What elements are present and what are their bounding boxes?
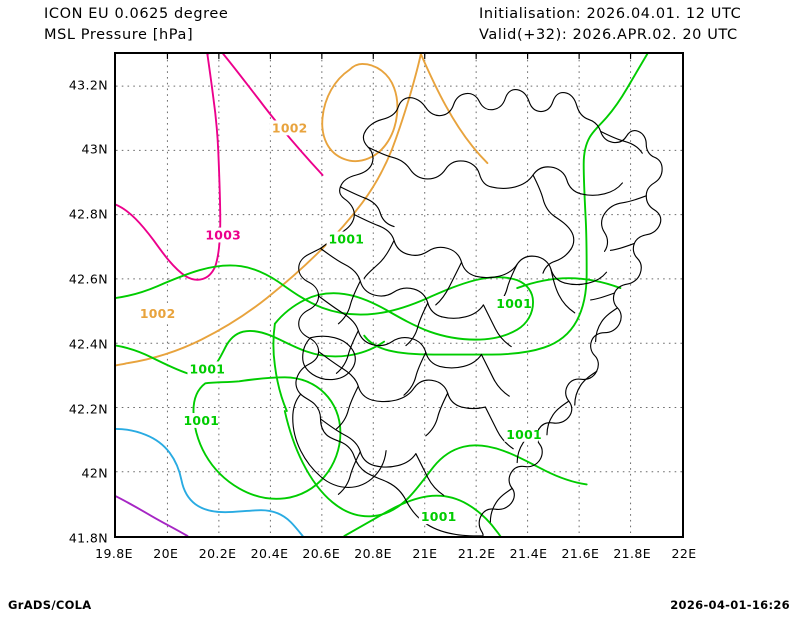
municipality-boundary-mid13	[480, 353, 510, 397]
municipality-boundary-sw-enclave	[302, 335, 356, 381]
municipality-boundary-w1	[339, 186, 381, 214]
municipality-boundary-ne1	[532, 174, 556, 218]
contour-label-1001-southeast: 1001	[506, 427, 542, 442]
contour-label-1003-west: 1003	[205, 227, 241, 242]
contour-map-plot: 1002 1003 1002 1001 1001 1001 1001 1001 …	[114, 52, 684, 538]
pressure-contours	[116, 54, 649, 536]
municipality-boundary-mid18	[574, 370, 598, 406]
contour-label-1001-south: 1001	[421, 509, 457, 524]
contour-1001-green-spur	[516, 277, 622, 289]
municipality-boundary-mid12	[415, 453, 445, 496]
y-tick-43N: 43N	[81, 141, 108, 157]
contour-label-1002-north: 1002	[272, 120, 308, 135]
contour-label-1001-west-lower: 1001	[184, 413, 220, 428]
gridlines	[116, 54, 682, 536]
header-initialisation-label: Initialisation: 2026.04.01. 12 UTC	[479, 6, 742, 22]
x-tick-21.2E: 21.2E	[457, 546, 496, 561]
municipality-boundary-e1	[600, 130, 643, 154]
x-tick-20.8E: 20.8E	[354, 546, 392, 561]
contour-label-1001-east: 1001	[496, 296, 532, 311]
municipality-boundary-mid1	[363, 239, 395, 279]
header-valid-label: Valid(+32): 2026.APR.02. 20 UTC	[479, 27, 738, 43]
contour-1003-magenta-ne	[222, 54, 324, 176]
contour-1002-orange-ne	[419, 54, 489, 165]
municipality-boundary-s3	[317, 350, 373, 401]
contour-1001-green-bottom-arc	[343, 494, 502, 536]
x-tick-21.8E: 21.8E	[613, 546, 652, 561]
y-tick-42.6N: 42.6N	[68, 271, 108, 287]
municipality-boundary-sw-lobe	[292, 393, 387, 488]
contour-1001-green-south-band	[283, 410, 588, 518]
contour-map-svg: 1002 1003 1002 1001 1001 1001 1001 1001 …	[116, 54, 682, 536]
kosovo-outer-boundary	[295, 88, 663, 536]
x-tick-20.4E: 20.4E	[250, 546, 289, 561]
x-tick-20.6E: 20.6E	[302, 546, 341, 561]
header-model-label: ICON EU 0.0625 degree	[44, 6, 229, 22]
kosovo-administrative-boundaries	[292, 88, 663, 536]
municipality-boundary-mid19	[595, 307, 619, 343]
municipality-boundary-mid15	[484, 406, 514, 450]
municipality-boundary-s2	[425, 351, 482, 369]
y-tick-41.8N: 41.8N	[68, 530, 108, 546]
contour-1002-orange-closed	[321, 62, 399, 163]
municipality-boundary-s6	[319, 418, 375, 467]
contour-1000-cyan	[116, 427, 304, 536]
x-tick-22E: 22E	[671, 546, 697, 561]
municipality-boundary-ne2	[554, 216, 575, 250]
contour-value-labels: 1002 1003 1002 1001 1001 1001 1001 1001 …	[137, 120, 542, 524]
y-tick-42.8N: 42.8N	[68, 206, 108, 222]
municipality-boundary-mid16	[546, 400, 570, 436]
municipality-boundary-c4	[319, 247, 443, 318]
municipality-boundary-e2	[603, 195, 647, 215]
contour-1001-green-ne-arm	[363, 54, 649, 356]
municipality-boundary-mid4	[337, 280, 361, 325]
y-tick-42.4N: 42.4N	[68, 336, 108, 352]
municipality-boundary-mid20	[489, 487, 513, 523]
municipality-boundary-w2	[379, 212, 395, 228]
municipality-boundary-mid14	[482, 304, 512, 348]
contour-1002-orange-main	[116, 54, 422, 367]
municipality-boundary-e4	[609, 242, 635, 251]
x-tick-21E: 21E	[412, 546, 438, 561]
municipality-boundary-n1	[367, 146, 492, 188]
municipality-boundary-s5	[447, 392, 486, 410]
municipality-boundary-mid8	[403, 351, 427, 396]
x-tick-21.6E: 21.6E	[561, 546, 600, 561]
contour-label-1001-center-north: 1001	[328, 231, 364, 246]
contour-1003-magenta	[116, 54, 222, 281]
y-tick-42N: 42N	[81, 465, 108, 481]
x-tick-21.4E: 21.4E	[509, 546, 548, 561]
municipality-boundary-mid5	[405, 302, 429, 347]
municipality-boundary-mid6	[550, 268, 576, 314]
render-timestamp-label: 2026-04-01-16:26	[670, 598, 790, 612]
municipality-boundary-ne3	[542, 248, 572, 274]
municipality-boundary-n2	[490, 166, 582, 195]
contour-label-1002-west: 1002	[140, 306, 176, 321]
axis-ticks-inner	[166, 54, 632, 59]
municipality-boundary-s4	[371, 379, 449, 403]
contour-1001-green-w-upper	[116, 329, 386, 376]
x-tick-20E: 20E	[153, 546, 179, 561]
municipality-boundary-e3	[600, 213, 609, 252]
contour-label-1001-west-upper: 1001	[189, 361, 225, 376]
header-field-label: MSL Pressure [hPa]	[44, 27, 194, 43]
municipality-boundary-mid7	[335, 330, 359, 374]
contour-1001-green-north-lobe	[116, 264, 534, 341]
x-tick-19.8E: 19.8E	[95, 546, 133, 561]
municipality-boundary-c5	[441, 304, 484, 319]
municipality-boundary-mid10	[425, 392, 449, 437]
x-tick-20.2E: 20.2E	[198, 546, 237, 561]
municipality-boundary-mid2	[435, 261, 463, 306]
municipality-boundary-n3	[580, 182, 623, 196]
municipality-boundary-c1	[353, 214, 477, 277]
contour-1001-green-w-closed	[192, 376, 342, 500]
municipality-boundary-mid11	[337, 451, 361, 495]
y-tick-42.2N: 42.2N	[68, 401, 108, 417]
municipality-boundary-e5	[590, 292, 616, 301]
municipality-boundary-mid9	[335, 385, 359, 430]
producer-label: GrADS/COLA	[8, 598, 92, 612]
contour-999-purple	[116, 495, 189, 536]
municipality-boundary-c3	[564, 271, 608, 286]
y-tick-43.2N: 43.2N	[68, 77, 108, 93]
